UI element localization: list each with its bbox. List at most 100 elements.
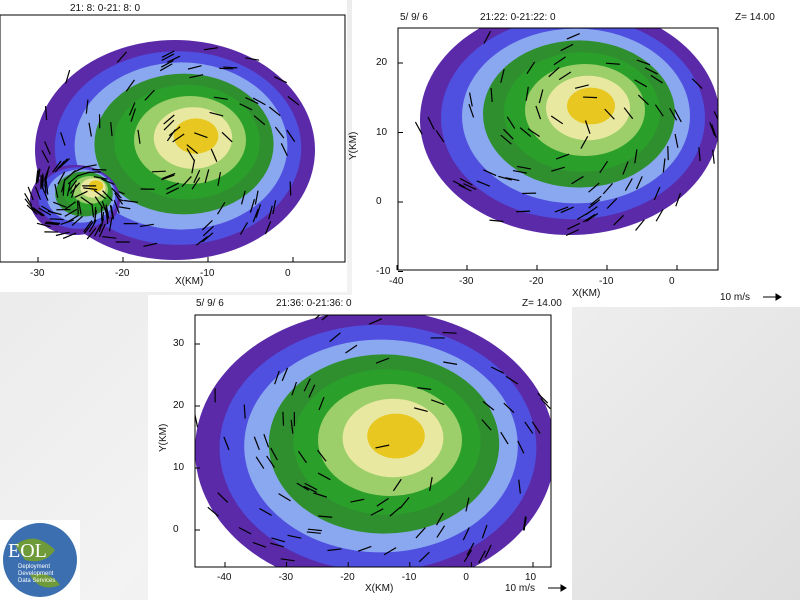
wind-vector	[210, 148, 218, 162]
wind-vector	[490, 366, 505, 374]
wind-vector	[64, 208, 78, 217]
wind-vector	[282, 411, 285, 426]
wind-vector	[535, 105, 542, 120]
wind-vector	[415, 527, 426, 539]
wind-vector	[273, 76, 288, 84]
wind-vector	[669, 107, 678, 121]
wind-vector	[430, 399, 445, 406]
wind-vector	[551, 166, 565, 172]
wind-vector	[519, 127, 532, 138]
wind-vector	[650, 74, 663, 84]
wind-vector	[589, 195, 602, 206]
wind-vector	[585, 212, 599, 222]
wind-vector	[392, 478, 402, 492]
panel-level: Z= 14.00	[735, 12, 775, 23]
wind-vector	[654, 104, 664, 117]
wind-vector	[637, 94, 649, 106]
x-tick-label: 0	[463, 572, 469, 583]
wind-vector	[584, 120, 591, 134]
wind-vector	[280, 558, 295, 562]
wind-vector	[307, 528, 322, 532]
wind-vector	[506, 116, 516, 129]
wind-vector	[116, 51, 128, 63]
x-tick-label: -20	[115, 268, 130, 279]
wind-vector	[429, 476, 433, 491]
wind-vector	[67, 180, 78, 192]
wind-vector	[111, 187, 122, 199]
wind-vector	[255, 456, 265, 469]
wind-vector	[623, 107, 634, 120]
wind-vector	[202, 225, 214, 237]
echo-band	[567, 87, 615, 125]
wind-vector	[548, 66, 560, 78]
wind-vector	[281, 367, 289, 382]
wind-vector	[271, 537, 286, 543]
wind-vector	[70, 184, 77, 198]
wind-vector	[45, 180, 49, 195]
wind-vector	[85, 99, 89, 114]
logo	[0, 520, 80, 600]
wind-vector	[165, 187, 180, 195]
wind-vector	[187, 65, 202, 70]
wind-vector	[317, 449, 327, 462]
wind-vector	[160, 59, 174, 68]
wind-vector	[128, 102, 136, 116]
wind-vector	[550, 115, 564, 125]
wind-vector	[221, 131, 233, 143]
wind-vector	[114, 192, 124, 205]
wind-vector	[500, 68, 505, 83]
wind-vector	[259, 507, 272, 516]
wind-vector	[86, 227, 97, 240]
wind-vector	[500, 134, 512, 145]
wind-vector	[216, 201, 226, 215]
wind-vector	[523, 516, 527, 531]
wind-vector	[161, 50, 175, 58]
wind-vector	[63, 201, 76, 211]
wind-vector	[286, 129, 296, 142]
wind-vector	[30, 207, 43, 217]
wind-vector	[588, 182, 600, 193]
wind-vector	[253, 436, 260, 451]
y-axis-label: Y(KM)	[158, 423, 169, 452]
wind-vector	[526, 61, 536, 74]
wind-vector	[110, 122, 113, 137]
axes	[0, 14, 782, 592]
wind-vector	[516, 210, 531, 213]
wind-vector	[427, 116, 435, 130]
x-tick-label: -30	[30, 268, 45, 279]
wind-vector	[54, 183, 59, 198]
y-tick-label: 0	[376, 196, 382, 207]
wind-vector	[24, 193, 33, 206]
wind-vector	[675, 192, 682, 207]
y-axis-label: Y(KM)	[348, 131, 359, 160]
wind-vector	[27, 186, 34, 201]
wind-vector	[662, 158, 666, 173]
plot-frame	[194, 314, 552, 568]
wind-vector	[189, 74, 204, 79]
wind-vector	[655, 208, 664, 222]
wind-vector	[502, 128, 514, 140]
wind-vector	[303, 485, 317, 493]
wind-vector	[151, 170, 166, 173]
x-tick-label: 10	[525, 572, 537, 583]
wind-vector	[191, 177, 201, 190]
wind-vector	[560, 43, 574, 52]
x-tick-label: -30	[459, 276, 474, 287]
wind-vector	[490, 87, 493, 103]
logo-line: Deployment	[18, 564, 51, 570]
wind-vector	[243, 404, 246, 419]
wind-vector	[635, 219, 645, 231]
wind-vector	[483, 30, 492, 44]
wind-vector	[34, 186, 42, 201]
wind-vector	[712, 149, 715, 164]
wind-vector	[62, 181, 65, 196]
wind-vector	[713, 111, 718, 121]
wind-vector	[245, 97, 259, 105]
wind-vector	[435, 512, 444, 526]
wind-vector	[350, 498, 365, 503]
wind-vector	[368, 318, 383, 325]
wind-vector	[317, 472, 331, 481]
x-tick-label: -20	[529, 276, 544, 287]
